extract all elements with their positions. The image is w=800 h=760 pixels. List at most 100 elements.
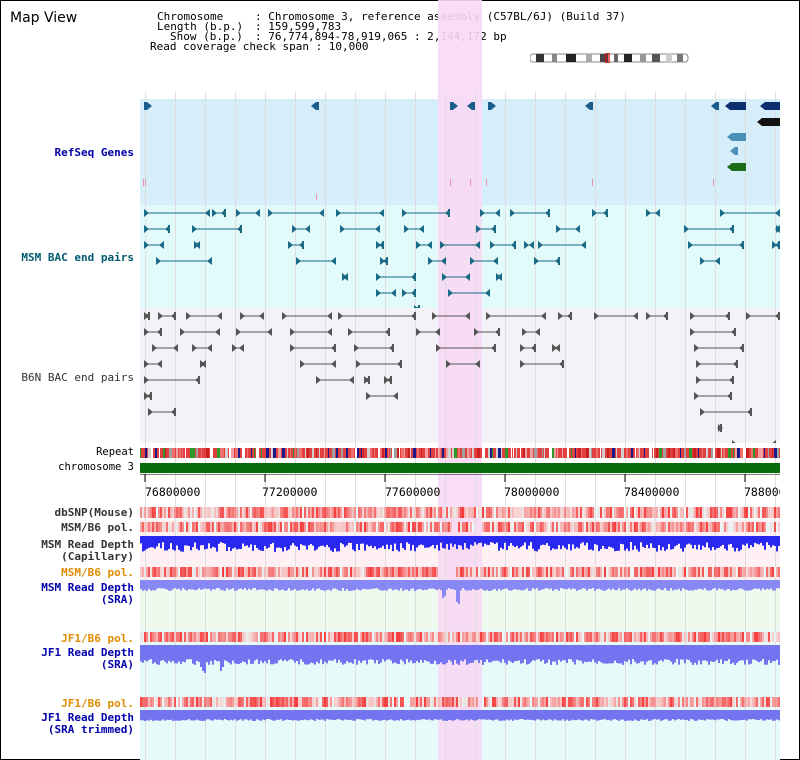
read-depth-bin [470, 580, 472, 591]
read-depth-bin [314, 710, 316, 721]
polymorphism-bin [280, 697, 282, 707]
read-depth-bin [324, 645, 326, 662]
genome-viewport[interactable]: 76800000 77200000 77600000 78000000 7840… [140, 0, 780, 760]
polymorphism-bin [372, 697, 374, 707]
polymorphism-bin [568, 567, 570, 577]
polymorphism-bin [686, 522, 688, 532]
polymorphism-bin [276, 567, 278, 577]
read-depth-bin [398, 580, 400, 591]
chromosome-bar[interactable] [140, 463, 780, 473]
read-depth-bin [182, 580, 184, 589]
polymorphism-bin [266, 507, 268, 518]
read-depth-bin [600, 580, 602, 590]
polymorphism-bin [382, 697, 384, 707]
read-depth-bin [176, 536, 178, 546]
read-depth-bin [560, 536, 562, 550]
polymorphism-bin [758, 507, 760, 518]
read-depth-bin [262, 580, 264, 590]
repeat-element [774, 448, 777, 458]
msm-depth-sra-track[interactable] [140, 580, 780, 604]
polymorphism-bin [656, 567, 658, 577]
read-depth-bin [384, 536, 386, 549]
refseq-genes-track[interactable] [140, 99, 780, 205]
b6n-bac-pair-end [366, 392, 371, 400]
polymorphism-bin [344, 632, 346, 642]
read-depth-bin [336, 710, 338, 720]
polymorphism-bin [370, 567, 372, 577]
polymorphism-bin [372, 522, 374, 532]
jf1-pol-track-2[interactable] [140, 697, 780, 707]
polymorphism-bin [508, 697, 510, 707]
read-depth-bin [154, 645, 156, 663]
msm-depth-capillary-track[interactable] [140, 536, 780, 556]
read-depth-bin [280, 710, 282, 720]
read-depth-bin [716, 645, 718, 660]
jf1-depth-trim-track[interactable] [140, 710, 780, 724]
axis-tick-label: 78000000 [504, 485, 560, 499]
polymorphism-bin [458, 697, 460, 707]
read-depth-bin [182, 710, 184, 721]
polymorphism-bin [344, 697, 346, 707]
read-depth-bin [232, 536, 234, 549]
polymorphism-bin [194, 632, 196, 642]
read-depth-bin [420, 710, 422, 720]
read-depth-bin [512, 580, 514, 590]
polymorphism-bin [642, 507, 644, 518]
read-depth-bin [706, 645, 708, 662]
repeat-track[interactable] [140, 448, 780, 458]
read-depth-bin [270, 710, 272, 720]
msm-bac-track[interactable] [140, 205, 780, 308]
polymorphism-bin [750, 697, 752, 707]
jf1-depth-sra-track[interactable] [140, 645, 780, 675]
polymorphism-bin [360, 567, 362, 577]
read-depth-bin [442, 645, 444, 665]
polymorphism-bin [298, 507, 300, 518]
polymorphism-bin [692, 522, 694, 532]
read-depth-bin [370, 536, 372, 546]
read-depth-bin [332, 580, 334, 589]
read-depth-bin [760, 580, 762, 591]
polymorphism-bin [396, 697, 398, 707]
polymorphism-bin [352, 567, 354, 577]
msm-bac-pair-end [575, 225, 580, 233]
msm-bac-pair-end [428, 257, 433, 265]
read-depth-bin [482, 710, 484, 720]
polymorphism-bin [296, 632, 298, 642]
read-depth-bin [474, 536, 476, 543]
jf1-pol-track-1[interactable] [140, 632, 780, 642]
polymorphism-bin [550, 632, 552, 642]
msm-pol-track-1[interactable] [140, 522, 780, 532]
polymorphism-bin [582, 632, 584, 642]
read-depth-bin [662, 710, 664, 721]
chromosome-ideogram[interactable] [530, 53, 690, 63]
read-depth-bin [452, 536, 454, 547]
read-depth-bin [248, 536, 250, 548]
read-depth-bin [570, 710, 572, 721]
polymorphism-bin [236, 522, 238, 532]
read-depth-bin [678, 645, 680, 665]
read-depth-bin [268, 645, 270, 660]
polymorphism-bin [348, 507, 350, 518]
msm-bac-pair-end [700, 257, 705, 265]
repeat-element [649, 448, 652, 458]
b6n-bac-track[interactable] [140, 308, 780, 443]
dbsnp-track[interactable] [140, 507, 780, 518]
polymorphism-bin [646, 507, 648, 518]
read-depth-bin [676, 536, 678, 546]
repeat-element [442, 448, 444, 458]
polymorphism-bin [376, 632, 378, 642]
repeat-element [446, 448, 449, 458]
read-depth-bin [416, 645, 418, 662]
read-depth-bin [206, 645, 208, 663]
polymorphism-bin [596, 632, 598, 642]
read-depth-bin [444, 580, 446, 596]
gene-marker [486, 179, 487, 186]
msm-pol-track-2[interactable] [140, 567, 780, 577]
read-depth-bin [512, 710, 514, 721]
polymorphism-bin [384, 567, 386, 577]
read-depth-bin [648, 645, 650, 661]
read-depth-bin [448, 645, 450, 660]
repeat-element [382, 448, 384, 458]
b6n-bac-pair-end [666, 312, 668, 320]
read-depth-bin [602, 645, 604, 664]
